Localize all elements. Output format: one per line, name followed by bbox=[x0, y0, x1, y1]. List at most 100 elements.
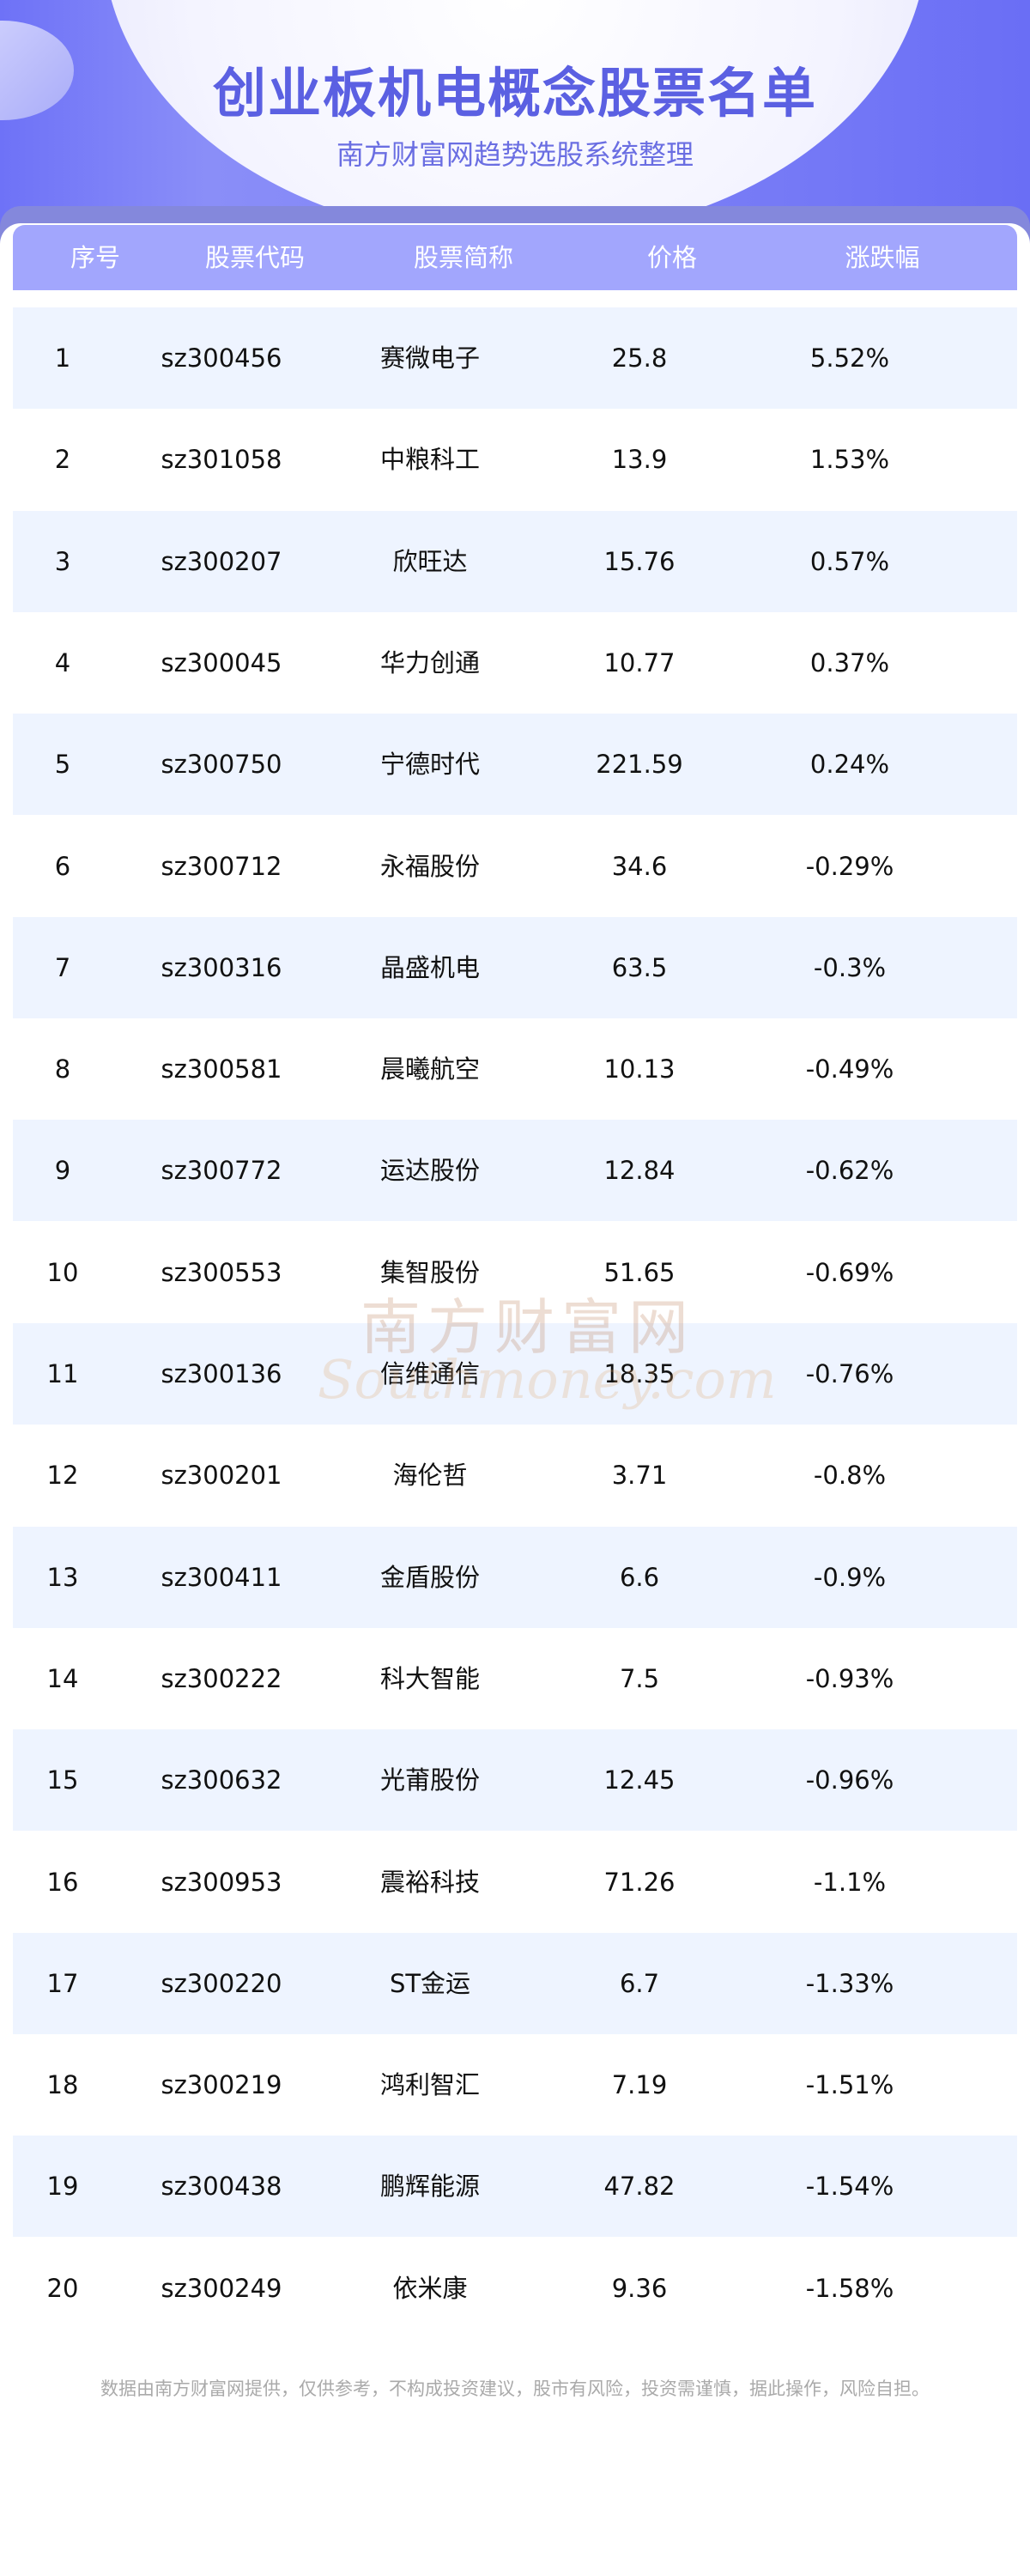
table-row: 18 sz300219 鸿利智汇 7.19 -1.51% bbox=[13, 2034, 1017, 2136]
cell-col-code: sz300632 bbox=[161, 1765, 282, 1795]
cell-col-change: -0.29% bbox=[805, 851, 894, 881]
cell-col-index: 20 bbox=[46, 2273, 79, 2303]
cell-col-change: -0.96% bbox=[805, 1765, 894, 1795]
cell-col-price: 63.5 bbox=[611, 952, 668, 982]
header-col-price: 价格 bbox=[646, 243, 698, 272]
page-subtitle: 南方财富网趋势选股系统整理 bbox=[336, 138, 694, 171]
cell-col-change: 0.24% bbox=[809, 750, 890, 780]
cell-col-price: 51.65 bbox=[603, 1257, 676, 1287]
cell-col-price: 10.13 bbox=[603, 1054, 676, 1084]
cell-col-index: 15 bbox=[46, 1765, 79, 1795]
cell-col-price: 7.19 bbox=[611, 2070, 668, 2100]
cell-col-change: -0.8% bbox=[813, 1461, 887, 1491]
cell-col-name: 信维通信 bbox=[379, 1359, 481, 1388]
cell-col-code: sz300438 bbox=[161, 2172, 282, 2202]
cell-col-index: 17 bbox=[46, 1968, 79, 1998]
cell-col-index: 6 bbox=[54, 851, 71, 881]
cell-col-code: sz300750 bbox=[161, 750, 282, 780]
cell-col-name: 中粮科工 bbox=[379, 445, 481, 475]
table-row: 9 sz300772 运达股份 12.84 -0.62% bbox=[13, 1120, 1017, 1222]
table-row: 6 sz300712 永福股份 34.6 -0.29% bbox=[13, 816, 1017, 917]
table-row: 20 sz300249 依米康 9.36 -1.58% bbox=[13, 2238, 1017, 2339]
table-row: 2 sz301058 中粮科工 13.9 1.53% bbox=[13, 409, 1017, 510]
cell-col-price: 10.77 bbox=[603, 647, 676, 677]
cell-col-change: -0.9% bbox=[813, 1562, 887, 1592]
cell-col-price: 7.5 bbox=[619, 1663, 660, 1693]
cell-col-change: 0.57% bbox=[809, 546, 890, 576]
cell-col-index: 13 bbox=[46, 1562, 79, 1592]
cell-col-change: -1.54% bbox=[805, 2172, 894, 2202]
cell-col-index: 14 bbox=[46, 1663, 79, 1693]
cell-col-price: 221.59 bbox=[596, 750, 683, 780]
cell-col-change: -0.3% bbox=[813, 952, 887, 982]
table-row: 10 sz300553 集智股份 51.65 -0.69% bbox=[13, 1222, 1017, 1323]
cell-col-change: -0.49% bbox=[805, 1054, 894, 1084]
table-row: 1 sz300456 赛微电子 25.8 5.52% bbox=[13, 307, 1017, 409]
cell-col-price: 15.76 bbox=[603, 546, 676, 576]
page-title: 创业板机电概念股票名单 bbox=[212, 62, 817, 125]
cell-col-name: 运达股份 bbox=[379, 1156, 481, 1186]
table-row: 11 sz300136 信维通信 18.35 -0.76% bbox=[13, 1323, 1017, 1425]
cell-col-code: sz300222 bbox=[161, 1663, 282, 1693]
cell-col-index: 18 bbox=[46, 2070, 79, 2100]
cell-col-price: 13.9 bbox=[611, 445, 668, 475]
table-row: 7 sz300316 晶盛机电 63.5 -0.3% bbox=[13, 916, 1017, 1018]
header-col-change: 涨跌幅 bbox=[845, 243, 920, 272]
cell-col-name: 集智股份 bbox=[379, 1257, 481, 1287]
cell-col-name: 鸿利智汇 bbox=[379, 2070, 481, 2100]
table-row: 3 sz300207 欣旺达 15.76 0.57% bbox=[13, 510, 1017, 612]
cell-col-index: 7 bbox=[54, 952, 71, 982]
cell-col-name: 宁德时代 bbox=[379, 750, 481, 780]
cell-col-name: ST金运 bbox=[389, 1968, 471, 1998]
table-row: 16 sz300953 震裕科技 71.26 -1.1% bbox=[13, 1832, 1017, 1933]
cell-col-change: 5.52% bbox=[809, 343, 890, 373]
table-row: 13 sz300411 金盾股份 6.6 -0.9% bbox=[13, 1526, 1017, 1628]
cell-col-name: 金盾股份 bbox=[379, 1562, 481, 1592]
cell-col-index: 3 bbox=[54, 546, 71, 576]
cell-col-code: sz300136 bbox=[161, 1359, 282, 1388]
cell-col-name: 永福股份 bbox=[379, 851, 481, 881]
cell-col-name: 晨曦航空 bbox=[379, 1054, 481, 1084]
table-row: 14 sz300222 科大智能 7.5 -0.93% bbox=[13, 1628, 1017, 1729]
cell-col-name: 震裕科技 bbox=[379, 1867, 481, 1897]
disclaimer: 数据由南方财富网提供，仅供参考，不构成投资建议，股市有风险，投资需谨慎，据此操作… bbox=[100, 2379, 930, 2399]
cell-col-price: 25.8 bbox=[611, 343, 668, 373]
table-row: 8 sz300581 晨曦航空 10.13 -0.49% bbox=[13, 1018, 1017, 1120]
cell-col-change: -0.62% bbox=[805, 1156, 894, 1186]
cell-col-code: sz300581 bbox=[161, 1054, 282, 1084]
hero-banner: 创业板机电概念股票名单 南方财富网趋势选股系统整理 bbox=[0, 0, 1030, 249]
cell-col-index: 2 bbox=[54, 445, 71, 475]
cell-col-name: 依米康 bbox=[392, 2273, 468, 2303]
table-row: 4 sz300045 华力创通 10.77 0.37% bbox=[13, 612, 1017, 714]
cell-col-change: -1.1% bbox=[813, 1867, 887, 1897]
cell-col-change: 1.53% bbox=[809, 445, 890, 475]
cell-col-change: 0.37% bbox=[809, 647, 890, 677]
cell-col-price: 18.35 bbox=[603, 1359, 676, 1388]
cell-col-name: 赛微电子 bbox=[379, 343, 481, 373]
cell-col-code: sz301058 bbox=[161, 445, 282, 475]
cell-col-name: 科大智能 bbox=[379, 1663, 481, 1693]
cell-col-code: sz300207 bbox=[161, 546, 282, 576]
cell-col-price: 3.71 bbox=[611, 1461, 668, 1491]
cell-col-index: 4 bbox=[54, 647, 71, 677]
cell-col-code: sz300045 bbox=[161, 647, 282, 677]
cell-col-index: 1 bbox=[54, 343, 71, 373]
cell-col-price: 34.6 bbox=[611, 851, 668, 881]
cell-col-name: 晶盛机电 bbox=[379, 952, 481, 982]
cell-col-price: 71.26 bbox=[603, 1867, 676, 1897]
cell-col-name: 欣旺达 bbox=[392, 546, 468, 576]
cell-col-price: 12.45 bbox=[603, 1765, 676, 1795]
header-col-index: 序号 bbox=[70, 243, 121, 272]
cell-col-price: 6.6 bbox=[619, 1562, 660, 1592]
cell-col-price: 12.84 bbox=[603, 1156, 676, 1186]
table-row: 5 sz300750 宁德时代 221.59 0.24% bbox=[13, 714, 1017, 816]
cell-col-change: -0.69% bbox=[805, 1257, 894, 1287]
table-row: 17 sz300220 ST金运 6.7 -1.33% bbox=[13, 1932, 1017, 2034]
cell-col-change: -1.51% bbox=[805, 2070, 894, 2100]
cell-col-code: sz300316 bbox=[161, 952, 282, 982]
cell-col-name: 华力创通 bbox=[379, 647, 481, 677]
cell-col-price: 9.36 bbox=[611, 2273, 668, 2303]
table-row: 12 sz300201 海伦哲 3.71 -0.8% bbox=[13, 1425, 1017, 1526]
cell-col-code: sz300201 bbox=[161, 1461, 282, 1491]
cell-col-change: -1.58% bbox=[805, 2273, 894, 2303]
